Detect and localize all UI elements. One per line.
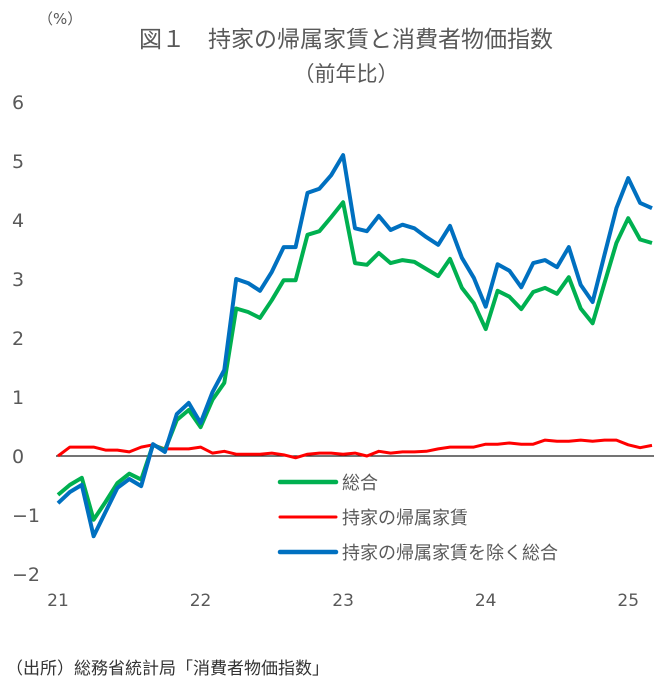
x-tick-label: 21: [47, 591, 69, 611]
chart-subtitle: （前年比）: [293, 62, 399, 86]
y-tick-label: 5: [12, 151, 24, 173]
y-axis-unit: （%）: [38, 10, 83, 28]
x-tick-label: 22: [190, 591, 212, 611]
y-tick-label: 2: [12, 328, 24, 350]
y-tick-label: 6: [12, 92, 24, 114]
legend-label: 総合: [342, 473, 378, 494]
legend-label: 持家の帰属家賃を除く総合: [342, 543, 558, 564]
y-tick-label: 1: [12, 387, 24, 409]
y-tick-label: 4: [12, 210, 24, 232]
series-line-2: [56, 153, 653, 539]
y-tick-label: −2: [12, 564, 40, 586]
source-note: （出所）総務省統計局「消費者物価指数」: [6, 659, 329, 679]
legend-label: 持家の帰属家賃: [342, 508, 468, 529]
y-tick-label: 0: [12, 446, 24, 468]
y-tick-label: −1: [12, 505, 40, 527]
x-tick-label: 25: [617, 591, 639, 611]
y-tick-label: 3: [12, 269, 24, 291]
chart-title: 図１ 持家の帰属家賃と消費者物価指数: [139, 27, 553, 53]
x-tick-label: 24: [475, 591, 497, 611]
x-tick-label: 23: [332, 591, 354, 611]
series-line-1: [57, 438, 653, 460]
